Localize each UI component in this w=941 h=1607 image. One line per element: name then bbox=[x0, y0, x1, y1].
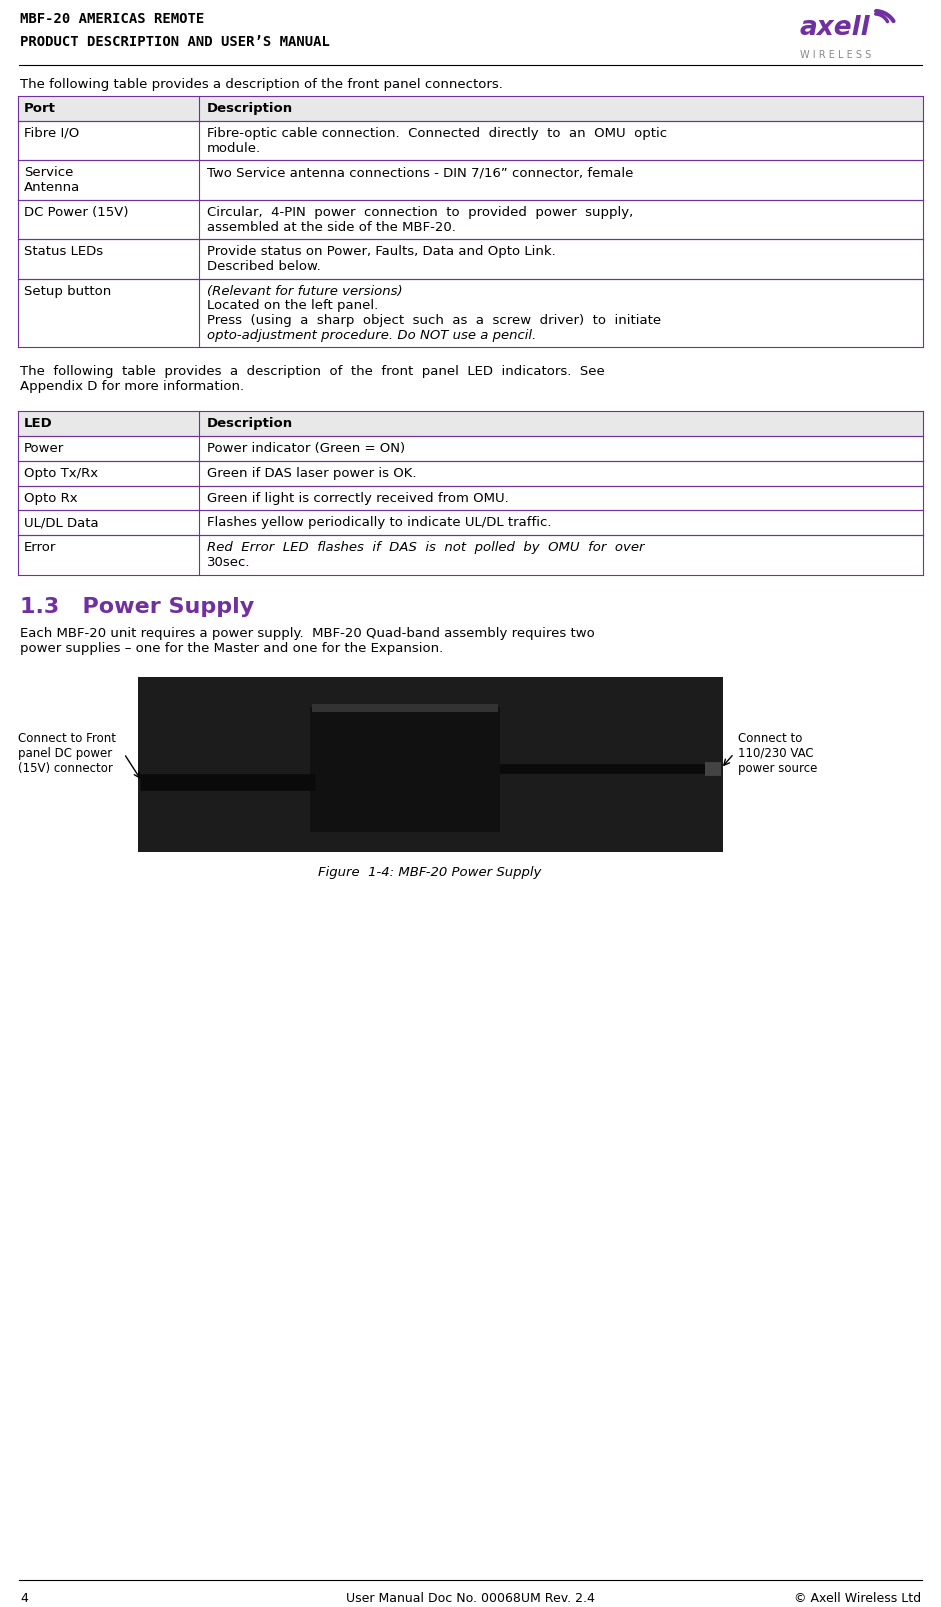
Bar bbox=[138, 677, 723, 852]
Text: Green if DAS laser power is OK.: Green if DAS laser power is OK. bbox=[207, 468, 417, 480]
Text: Two Service antenna connections - DIN 7/16” connector, female: Two Service antenna connections - DIN 7/… bbox=[207, 166, 633, 178]
Bar bbox=[18, 96, 923, 121]
Bar bbox=[18, 411, 923, 435]
Bar bbox=[312, 704, 498, 712]
Text: Provide status on Power, Faults, Data and Opto Link.
Described below.: Provide status on Power, Faults, Data an… bbox=[207, 246, 556, 273]
Text: User Manual Doc No. 00068UM Rev. 2.4: User Manual Doc No. 00068UM Rev. 2.4 bbox=[345, 1593, 595, 1605]
Text: Service
Antenna: Service Antenna bbox=[24, 166, 80, 194]
Text: Power: Power bbox=[24, 442, 64, 455]
Text: 30sec.: 30sec. bbox=[207, 556, 250, 569]
Text: Description: Description bbox=[207, 101, 294, 116]
Text: Flashes yellow periodically to indicate UL/DL traffic.: Flashes yellow periodically to indicate … bbox=[207, 516, 551, 529]
Bar bbox=[18, 485, 923, 511]
Bar bbox=[310, 707, 500, 831]
Text: Power indicator (Green = ON): Power indicator (Green = ON) bbox=[207, 442, 406, 455]
Text: Opto Rx: Opto Rx bbox=[24, 492, 77, 505]
Text: © Axell Wireless Ltd: © Axell Wireless Ltd bbox=[794, 1593, 921, 1605]
Text: Port: Port bbox=[24, 101, 56, 116]
Text: (Relevant for future versions): (Relevant for future versions) bbox=[207, 284, 403, 297]
Bar bbox=[18, 161, 923, 199]
Bar bbox=[18, 199, 923, 239]
Text: The following table provides a description of the front panel connectors.: The following table provides a descripti… bbox=[20, 79, 502, 92]
Text: Description: Description bbox=[207, 418, 294, 431]
Text: Connect to Front
panel DC power
(15V) connector: Connect to Front panel DC power (15V) co… bbox=[18, 731, 116, 775]
Text: DC Power (15V): DC Power (15V) bbox=[24, 206, 129, 219]
Text: Press  (using  a  sharp  object  such  as  a  screw  driver)  to  initiate: Press (using a sharp object such as a sc… bbox=[207, 313, 662, 326]
Text: PRODUCT DESCRIPTION AND USER’S MANUAL: PRODUCT DESCRIPTION AND USER’S MANUAL bbox=[20, 35, 330, 48]
Text: axell: axell bbox=[800, 14, 870, 42]
Text: Figure  1-4: MBF-20 Power Supply: Figure 1-4: MBF-20 Power Supply bbox=[318, 866, 542, 879]
Text: Circular,  4-PIN  power  connection  to  provided  power  supply,
assembled at t: Circular, 4-PIN power connection to prov… bbox=[207, 206, 633, 233]
Bar bbox=[18, 435, 923, 461]
Text: Status LEDs: Status LEDs bbox=[24, 246, 104, 259]
Text: Green if light is correctly received from OMU.: Green if light is correctly received fro… bbox=[207, 492, 509, 505]
Text: 1.3   Power Supply: 1.3 Power Supply bbox=[20, 596, 254, 617]
Bar bbox=[18, 535, 923, 574]
Text: The  following  table  provides  a  description  of  the  front  panel  LED  ind: The following table provides a descripti… bbox=[20, 365, 605, 394]
Text: LED: LED bbox=[24, 418, 53, 431]
Text: Each MBF-20 unit requires a power supply.  MBF-20 Quad-band assembly requires tw: Each MBF-20 unit requires a power supply… bbox=[20, 627, 595, 654]
Bar bbox=[18, 461, 923, 485]
Text: Error: Error bbox=[24, 542, 56, 554]
Text: 4: 4 bbox=[20, 1593, 28, 1605]
Text: Located on the left panel.: Located on the left panel. bbox=[207, 299, 378, 312]
Text: Fibre I/O: Fibre I/O bbox=[24, 127, 79, 140]
Text: W I R E L E S S: W I R E L E S S bbox=[800, 50, 871, 59]
Text: UL/DL Data: UL/DL Data bbox=[24, 516, 99, 529]
Text: Opto Tx/Rx: Opto Tx/Rx bbox=[24, 468, 98, 480]
Bar bbox=[18, 121, 923, 161]
Bar bbox=[18, 511, 923, 535]
Text: Connect to
110/230 VAC
power source: Connect to 110/230 VAC power source bbox=[738, 731, 818, 775]
Text: MBF-20 AMERICAS REMOTE: MBF-20 AMERICAS REMOTE bbox=[20, 11, 204, 26]
Text: Fibre-optic cable connection.  Connected  directly  to  an  OMU  optic
module.: Fibre-optic cable connection. Connected … bbox=[207, 127, 667, 154]
Bar bbox=[18, 239, 923, 278]
Text: Setup button: Setup button bbox=[24, 284, 111, 297]
Bar bbox=[18, 278, 923, 347]
Text: Red  Error  LED  flashes  if  DAS  is  not  polled  by  OMU  for  over: Red Error LED flashes if DAS is not poll… bbox=[207, 542, 645, 554]
Text: opto-adjustment procedure. Do NOT use a pencil.: opto-adjustment procedure. Do NOT use a … bbox=[207, 329, 536, 342]
